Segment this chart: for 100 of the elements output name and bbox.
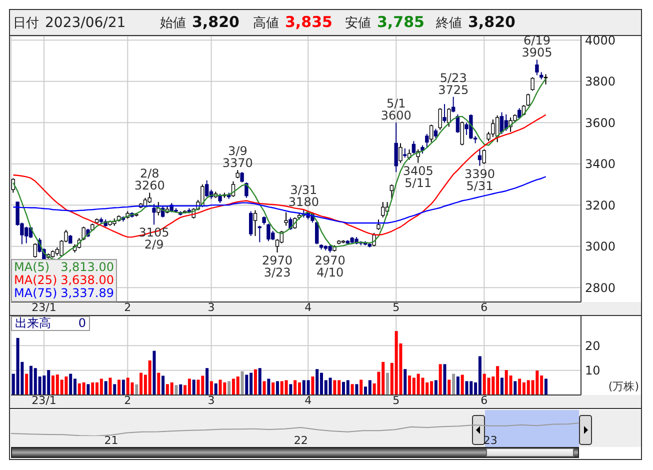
bar	[174, 385, 178, 395]
candlestick	[447, 108, 451, 128]
bar	[228, 381, 231, 395]
text: 2970 4/10	[314, 254, 346, 280]
bar	[518, 378, 522, 395]
bar	[64, 376, 68, 395]
annotation: 3,638.00	[60, 273, 114, 287]
bar	[258, 368, 262, 395]
bar	[69, 374, 72, 395]
bar	[245, 374, 248, 395]
series-label: 出来高	[15, 316, 51, 330]
bar	[536, 370, 539, 395]
bar	[448, 380, 451, 395]
bar	[346, 380, 350, 395]
bar	[311, 376, 314, 395]
candlestick	[253, 210, 258, 237]
candlestick	[482, 148, 486, 164]
text: 3405 5/11	[402, 164, 434, 190]
text: 安値	[345, 16, 371, 31]
bar	[214, 383, 218, 395]
bar	[404, 369, 407, 395]
bar	[368, 380, 372, 395]
candlestick	[240, 172, 244, 183]
bar	[170, 382, 174, 395]
y-tick-label: 2800	[585, 280, 616, 295]
bar	[91, 382, 94, 395]
bar	[122, 380, 125, 395]
bar	[456, 376, 460, 395]
bar	[452, 374, 456, 395]
y-tick-label: 3000	[585, 240, 616, 254]
text: 日付	[13, 16, 39, 31]
bar	[196, 380, 200, 395]
text: 2/8 3260	[134, 166, 165, 193]
text: 終値	[436, 16, 462, 31]
bar	[306, 380, 310, 395]
y-tick-label: 3800	[585, 74, 616, 89]
bar	[272, 382, 275, 395]
bar	[223, 382, 226, 395]
candlestick	[376, 219, 380, 230]
bar	[188, 378, 191, 395]
bar	[289, 384, 292, 395]
bar	[135, 384, 138, 395]
annotation: 0	[78, 316, 86, 330]
bar	[157, 372, 160, 395]
bar	[152, 350, 156, 395]
bar	[386, 372, 390, 395]
bar	[162, 376, 165, 395]
candlestick	[394, 122, 398, 173]
y-axis-title: (万株)	[608, 379, 639, 394]
bar	[254, 369, 257, 395]
bar	[16, 338, 20, 395]
bar	[284, 380, 288, 395]
candlestick	[244, 182, 248, 198]
bar	[267, 378, 270, 395]
bar	[438, 364, 442, 395]
bar	[179, 384, 182, 395]
text: 2970 3/23	[262, 254, 293, 280]
text: 高値	[253, 16, 279, 31]
x-tick-label: 6	[480, 394, 488, 407]
text: 5/1 3600	[380, 96, 412, 123]
text: 3/9 3370	[222, 144, 253, 170]
candlestick	[478, 148, 482, 166]
text: MA(25)	[14, 273, 58, 287]
bar	[236, 376, 240, 395]
bar	[514, 381, 517, 395]
bar	[487, 378, 490, 395]
bar	[104, 381, 108, 395]
x-tick-label: 3	[208, 300, 215, 314]
bar	[276, 381, 279, 395]
x-tick-label: 2	[124, 394, 132, 407]
candlestick	[148, 192, 152, 204]
x-tick-label: 23/1	[32, 300, 56, 314]
bar	[25, 374, 28, 395]
candlestick	[412, 140, 416, 154]
x-tick-label: 4	[304, 394, 312, 407]
bar	[443, 364, 446, 395]
bar	[82, 382, 86, 395]
bar	[416, 374, 420, 395]
text: 3,820	[192, 13, 240, 31]
candlestick	[156, 201, 160, 216]
candlestick	[82, 226, 86, 241]
bar	[408, 375, 412, 395]
bar	[421, 378, 424, 395]
candlestick	[284, 212, 288, 226]
candlestick	[218, 193, 222, 204]
bar	[465, 381, 468, 395]
bar	[333, 380, 336, 395]
bar	[478, 356, 482, 395]
bar	[544, 378, 548, 395]
series-label: MA(5)	[14, 260, 50, 274]
x-tick-label: 2	[124, 300, 132, 314]
candlestick	[398, 142, 402, 164]
bar	[460, 374, 464, 395]
bar	[298, 382, 301, 395]
y-tick-label: 3200	[585, 198, 616, 212]
candlestick	[315, 221, 319, 245]
candlestick	[451, 96, 456, 113]
x-tick-label: 21	[104, 434, 118, 447]
candlestick	[530, 76, 534, 92]
y-tick-label: 3400	[585, 157, 616, 172]
